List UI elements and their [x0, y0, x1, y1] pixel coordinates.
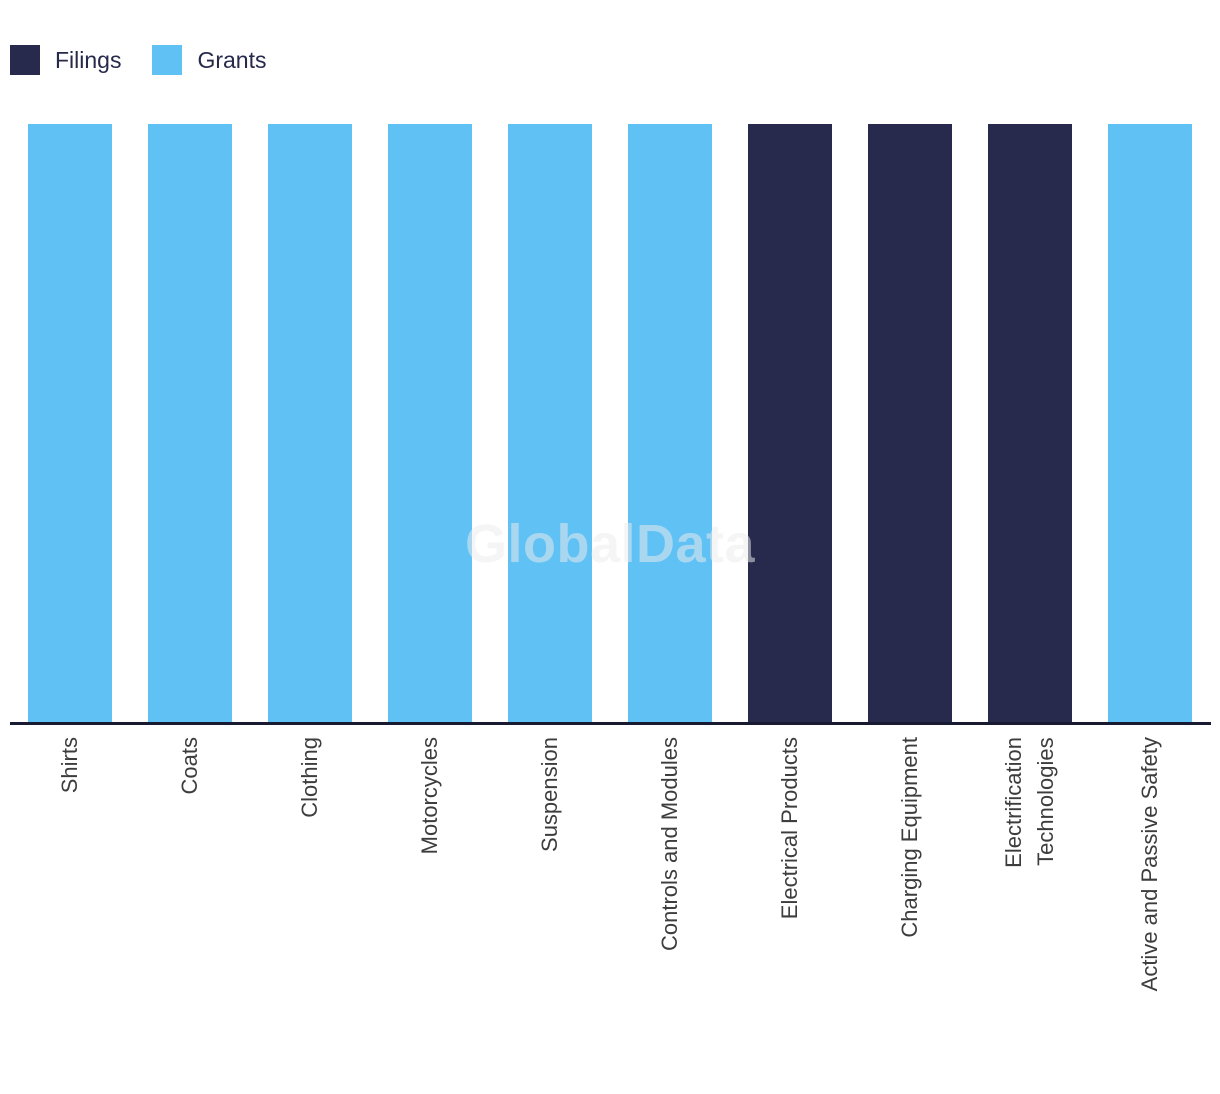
- legend-item-grants[interactable]: Grants: [152, 45, 267, 75]
- x-axis-label-electrical-products: Electrical Products: [777, 737, 803, 920]
- bar-motorcycles[interactable]: [388, 124, 472, 722]
- legend-label: Filings: [55, 46, 122, 73]
- legend-item-filings[interactable]: Filings: [10, 45, 121, 75]
- bar-suspension[interactable]: [508, 124, 592, 722]
- x-axis-label-controls-and-modules: Controls and Modules: [657, 737, 683, 952]
- bar-coats[interactable]: [148, 124, 232, 722]
- x-axis-line: [10, 722, 1211, 725]
- x-axis-label-motorcycles: Motorcycles: [417, 737, 443, 855]
- x-axis-label-suspension: Suspension: [537, 737, 563, 852]
- bar-clothing[interactable]: [268, 124, 352, 722]
- bar-charging-equipment[interactable]: [868, 124, 952, 722]
- legend: Filings Grants: [10, 45, 267, 75]
- x-axis-label-clothing: Clothing: [297, 737, 323, 818]
- bar-controls-and-modules[interactable]: [628, 124, 712, 722]
- legend-swatch-icon: [152, 45, 183, 75]
- x-axis-label-electrification-technologies: Electrification Technologies: [1001, 737, 1058, 868]
- bar-active-and-passive-safety[interactable]: [1108, 124, 1192, 722]
- x-axis-label-coats: Coats: [177, 737, 203, 795]
- x-axis-label-active-and-passive-safety: Active and Passive Safety: [1137, 737, 1163, 992]
- x-axis-label-shirts: Shirts: [57, 737, 83, 794]
- bar-electrification-technologies[interactable]: [988, 124, 1072, 722]
- bar-electrical-products[interactable]: [748, 124, 832, 722]
- legend-label: Grants: [197, 46, 267, 73]
- x-axis-label-charging-equipment: Charging Equipment: [897, 737, 923, 938]
- bar-shirts[interactable]: [28, 124, 112, 722]
- legend-swatch-icon: [10, 45, 40, 75]
